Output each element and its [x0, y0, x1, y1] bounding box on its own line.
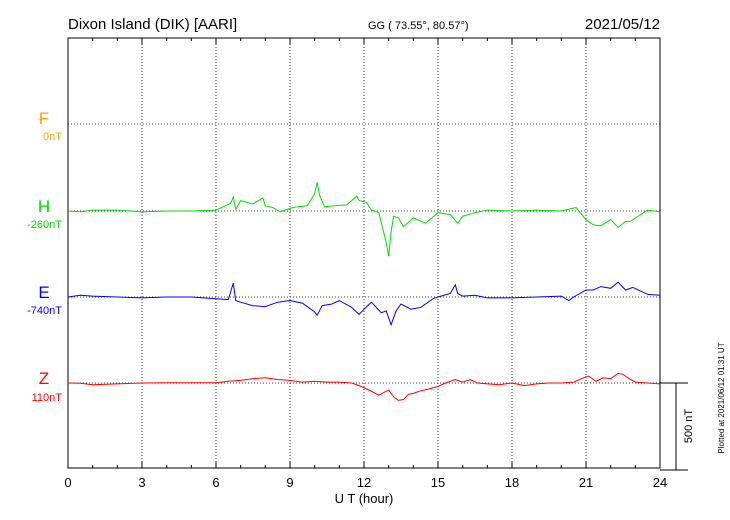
x-axis-label: U T (hour) — [335, 491, 394, 506]
x-axis-ticks: 0 3 6 9 12 15 18 21 24 — [64, 38, 667, 490]
station-title: Dixon Island (DIK) [AARI] — [68, 16, 237, 33]
x-tick-label: 9 — [286, 475, 293, 490]
x-tick-label: 18 — [505, 475, 519, 490]
baseline-label-E: -740nT — [27, 305, 62, 317]
baseline-label-H: -260nT — [27, 219, 62, 231]
date-label: 2021/05/12 — [585, 16, 660, 33]
trace-Z — [67, 372, 661, 401]
x-tick-label: 0 — [64, 475, 71, 490]
baseline-label-F: 0nT — [43, 131, 62, 143]
series-label-E: E — [38, 283, 49, 302]
scale-bar-label: 500 nT — [683, 409, 695, 444]
trace-E — [67, 281, 661, 327]
series-label-Z: Z — [39, 369, 49, 388]
coordinates-label: GG ( 73.55°, 80.57°) — [368, 20, 469, 32]
x-tick-label: 6 — [212, 475, 219, 490]
x-tick-label: 15 — [431, 475, 445, 490]
x-tick-label: 24 — [653, 475, 667, 490]
plot-frame — [67, 37, 661, 469]
series-label-F: F — [39, 109, 49, 128]
series-label-H: H — [38, 197, 50, 216]
scale-bar — [660, 382, 688, 471]
grid-lines — [68, 38, 660, 468]
trace-H — [67, 182, 661, 257]
plotted-note: Plotted at 2021/06/12 01:31 UT — [717, 342, 726, 453]
x-tick-label: 3 — [138, 475, 145, 490]
baseline-label-Z: 110nT — [32, 392, 63, 404]
x-tick-label: 21 — [579, 475, 593, 490]
x-tick-label: 12 — [357, 475, 371, 490]
